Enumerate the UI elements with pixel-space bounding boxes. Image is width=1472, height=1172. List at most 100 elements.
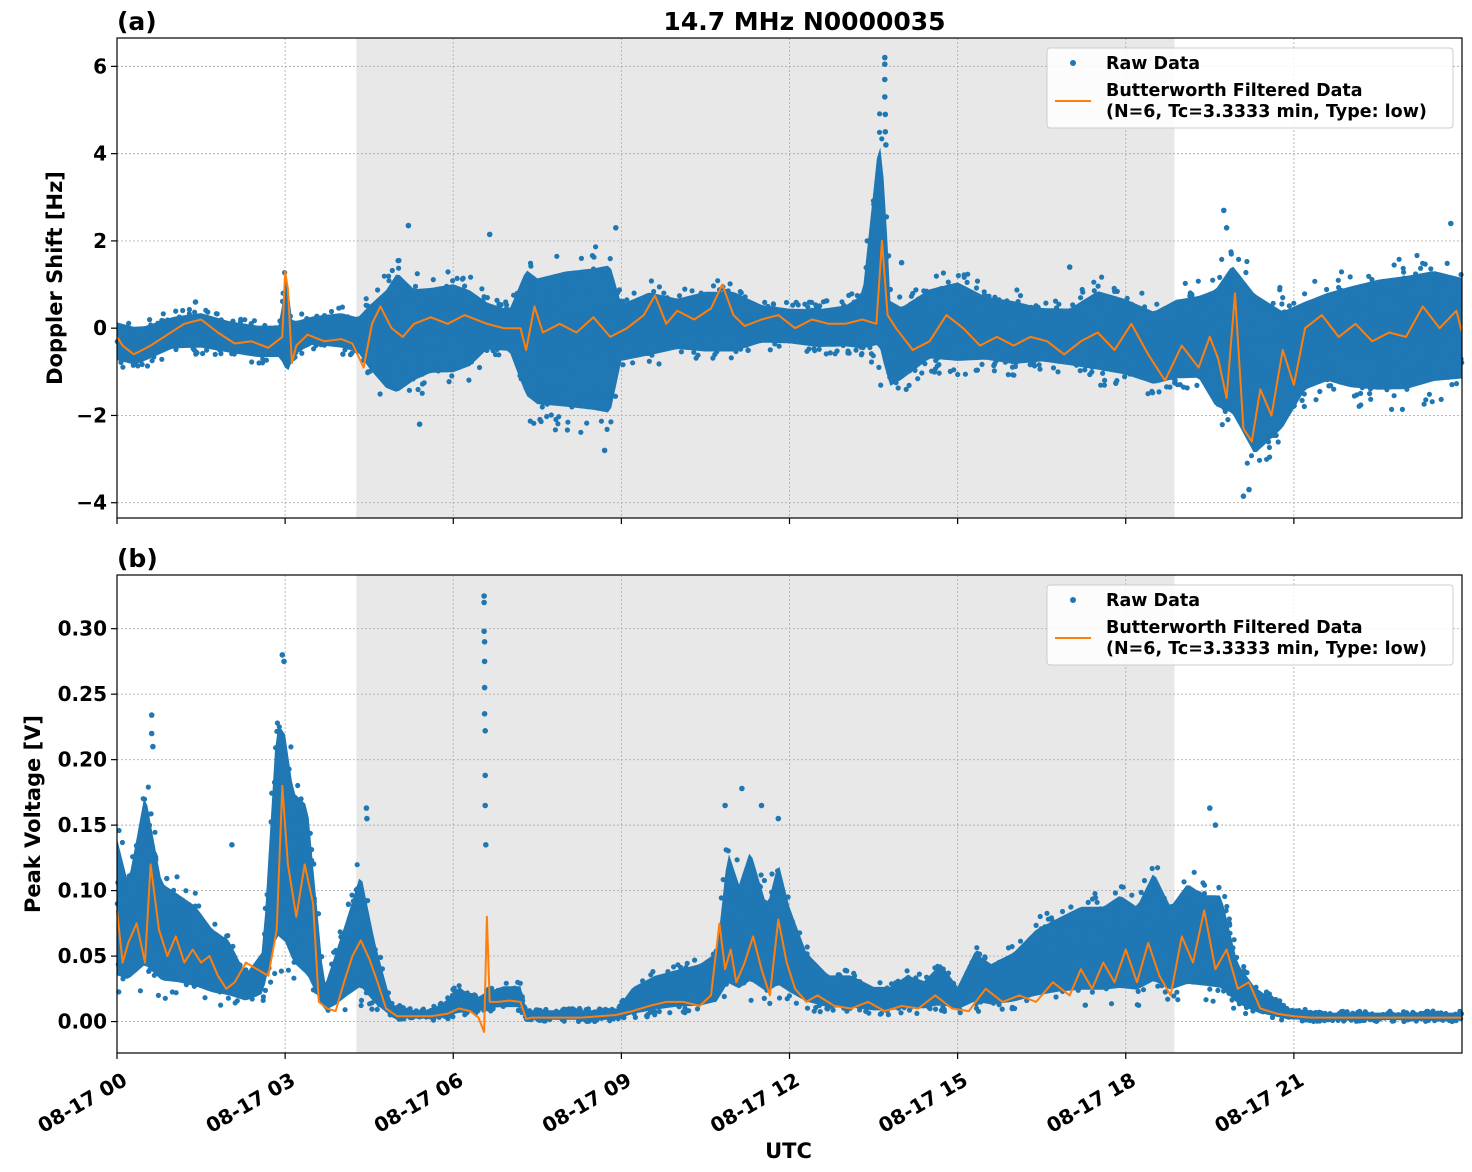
- raw-data-point: [431, 323, 437, 329]
- raw-data-point: [687, 321, 693, 327]
- raw-data-point: [188, 941, 195, 947]
- raw-data-point: [919, 298, 925, 304]
- raw-data-point: [809, 325, 815, 331]
- raw-data-point: [1082, 367, 1088, 373]
- raw-data-point: [146, 811, 152, 817]
- raw-data-point: [1228, 251, 1234, 257]
- raw-data-point: [667, 1010, 673, 1016]
- raw-data-point: [789, 963, 795, 969]
- raw-data-point: [1115, 316, 1121, 322]
- raw-data-point: [1242, 370, 1248, 376]
- raw-data-point: [780, 913, 786, 920]
- raw-data-point: [253, 991, 259, 997]
- raw-data-point: [1155, 865, 1161, 871]
- raw-data-point: [1159, 350, 1165, 356]
- raw-data-point: [1034, 339, 1040, 345]
- raw-data-point: [1058, 929, 1064, 936]
- raw-data-point: [1301, 403, 1307, 410]
- raw-data-point: [1231, 277, 1237, 283]
- raw-data-point: [1062, 334, 1068, 340]
- raw-data-point: [1293, 338, 1299, 344]
- raw-data-point: [379, 966, 385, 972]
- raw-data-point: [192, 309, 198, 315]
- raw-data-point: [1043, 300, 1049, 306]
- raw-data-point: [265, 338, 272, 344]
- raw-data-point: [1243, 269, 1249, 276]
- raw-data-point: [1028, 955, 1035, 961]
- raw-data-point: [940, 270, 947, 276]
- raw-data-point: [1178, 917, 1184, 923]
- raw-data-point: [1310, 354, 1316, 360]
- raw-data-point: [697, 334, 703, 340]
- raw-data-point: [328, 308, 335, 315]
- raw-data-point: [1050, 918, 1056, 925]
- raw-data-point: [832, 988, 838, 995]
- raw-data-point: [760, 311, 766, 317]
- raw-data-point: [1190, 312, 1196, 318]
- raw-data-point: [1327, 370, 1333, 376]
- raw-data-point: [1052, 298, 1059, 304]
- raw-data-point: [522, 316, 529, 322]
- raw-data-point: [1353, 344, 1359, 350]
- raw-data-point: [676, 969, 682, 975]
- raw-data-point: [1006, 985, 1013, 991]
- raw-data-point: [1128, 942, 1134, 948]
- raw-data-point: [1180, 970, 1186, 977]
- raw-data-point: [996, 1002, 1002, 1008]
- raw-data-point: [394, 1004, 400, 1011]
- raw-data-point: [566, 291, 572, 298]
- raw-data-point: [1033, 922, 1039, 929]
- raw-data-point: [757, 902, 764, 909]
- raw-data-point: [1335, 342, 1341, 348]
- raw-data-point: [1188, 346, 1194, 353]
- raw-data-point: [1217, 332, 1223, 338]
- raw-data-point: [1309, 333, 1316, 339]
- raw-data-point: [400, 360, 406, 366]
- raw-data-point: [482, 317, 488, 323]
- raw-data-point: [1049, 966, 1055, 972]
- raw-data-point: [1207, 986, 1213, 992]
- raw-data-point: [570, 399, 577, 405]
- raw-data-point: [132, 359, 138, 365]
- raw-data-point: [921, 336, 927, 342]
- raw-data-point: [888, 367, 894, 373]
- raw-data-point: [641, 342, 648, 348]
- raw-data-point: [988, 324, 994, 330]
- raw-data-point: [606, 358, 612, 364]
- raw-data-point: [743, 920, 749, 926]
- raw-data-point: [796, 943, 802, 949]
- raw-data-point: [1175, 997, 1181, 1003]
- raw-data-point: [683, 305, 689, 311]
- raw-data-point: [1103, 312, 1109, 318]
- raw-data-point: [1070, 302, 1076, 308]
- raw-data-point: [947, 342, 953, 348]
- raw-data-point: [882, 54, 888, 61]
- raw-data-point: [786, 338, 792, 344]
- raw-data-point: [1035, 963, 1041, 969]
- raw-data-point: [906, 368, 913, 374]
- raw-data-point: [474, 996, 480, 1002]
- raw-data-point: [632, 340, 638, 346]
- raw-data-point: [824, 298, 830, 304]
- raw-data-point: [1102, 329, 1108, 335]
- raw-data-point: [1190, 979, 1196, 985]
- raw-data-point: [646, 311, 652, 317]
- raw-data-point: [174, 951, 180, 957]
- raw-data-point: [875, 997, 881, 1003]
- raw-data-point: [140, 813, 147, 819]
- raw-data-point: [117, 875, 124, 882]
- raw-data-point: [176, 900, 182, 906]
- raw-data-point: [549, 303, 555, 310]
- raw-data-point: [275, 770, 281, 776]
- raw-data-point: [816, 346, 822, 352]
- raw-data-point: [1035, 304, 1041, 310]
- raw-data-point: [257, 345, 263, 351]
- raw-data-point: [135, 363, 141, 369]
- raw-data-point: [1225, 285, 1231, 291]
- raw-data-point: [1212, 314, 1218, 320]
- raw-data-point: [350, 935, 356, 941]
- raw-data-point: [895, 385, 901, 391]
- raw-data-point: [180, 307, 186, 314]
- raw-data-point: [274, 720, 280, 726]
- raw-data-point: [1382, 355, 1388, 362]
